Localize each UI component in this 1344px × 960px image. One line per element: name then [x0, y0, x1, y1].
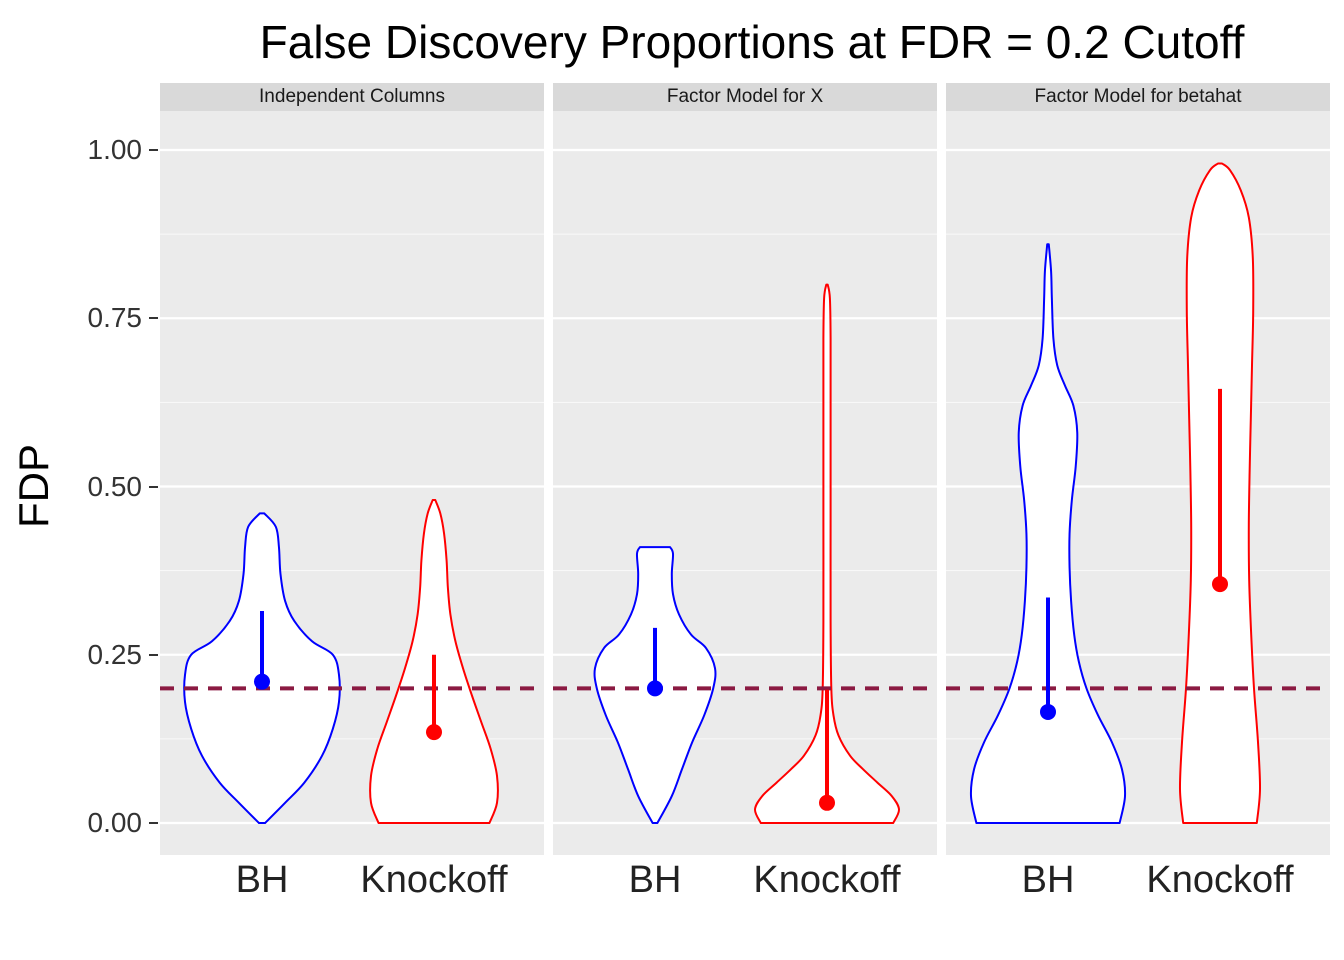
x-category-label-knockoff: Knockoff — [1146, 859, 1294, 901]
summary-point-bh — [254, 673, 270, 690]
facet-panel — [553, 111, 937, 855]
summary-point-bh — [647, 680, 663, 697]
x-axis-labels: BH Knockoff — [553, 855, 937, 935]
y-tick-label: 0.25 — [87, 638, 143, 670]
facet-factor-model-betahat: Factor Model for betahat BH Knockoff — [946, 83, 1330, 935]
x-axis-labels: BH Knockoff — [160, 855, 544, 935]
x-category-label-bh: BH — [1021, 859, 1075, 901]
y-tick-mark — [149, 822, 158, 824]
chart-title: False Discovery Proportions at FDR = 0.2… — [259, 15, 1245, 68]
violin-bh — [969, 243, 1127, 824]
summary-point-knockoff — [426, 724, 442, 741]
facet-independent-columns: Independent Columns BH Knockoff — [160, 83, 544, 935]
summary-point-bh — [1040, 703, 1056, 720]
x-category-label-bh: BH — [235, 859, 289, 901]
y-tick-label: 0.75 — [87, 302, 143, 334]
summary-point-knockoff — [1212, 576, 1228, 593]
x-category-label-knockoff: Knockoff — [360, 859, 508, 901]
plot-area: FDP 1.00 0.75 0.50 0.25 0.00 Independent… — [0, 83, 1344, 935]
facet-strip-label: Independent Columns — [160, 83, 544, 111]
y-tick-label: 1.00 — [87, 134, 143, 165]
y-tick-mark — [149, 485, 158, 488]
summary-point-knockoff — [819, 794, 835, 811]
facet-panel — [946, 111, 1330, 855]
facet-row: Independent Columns BH Knockoff Factor M… — [160, 83, 1330, 935]
y-axis: FDP 1.00 0.75 0.50 0.25 0.00 — [0, 83, 160, 935]
x-category-label-knockoff: Knockoff — [753, 859, 901, 901]
x-category-label-bh: BH — [628, 859, 682, 901]
y-tick-mark — [149, 653, 158, 656]
y-tick-label: 0.50 — [87, 470, 143, 502]
facet-factor-model-x: Factor Model for X BH Knockoff — [553, 83, 937, 935]
violin-knockoff — [754, 283, 900, 824]
facet-strip-label: Factor Model for X — [553, 83, 937, 111]
x-axis-labels: BH Knockoff — [946, 855, 1330, 935]
y-tick-label: 0.00 — [87, 807, 143, 838]
y-tick-mark — [149, 149, 158, 151]
y-tick-mark — [149, 317, 158, 320]
y-axis-label: FDP — [10, 444, 57, 528]
facet-panel — [160, 111, 544, 855]
facet-strip-label: Factor Model for betahat — [946, 83, 1330, 111]
